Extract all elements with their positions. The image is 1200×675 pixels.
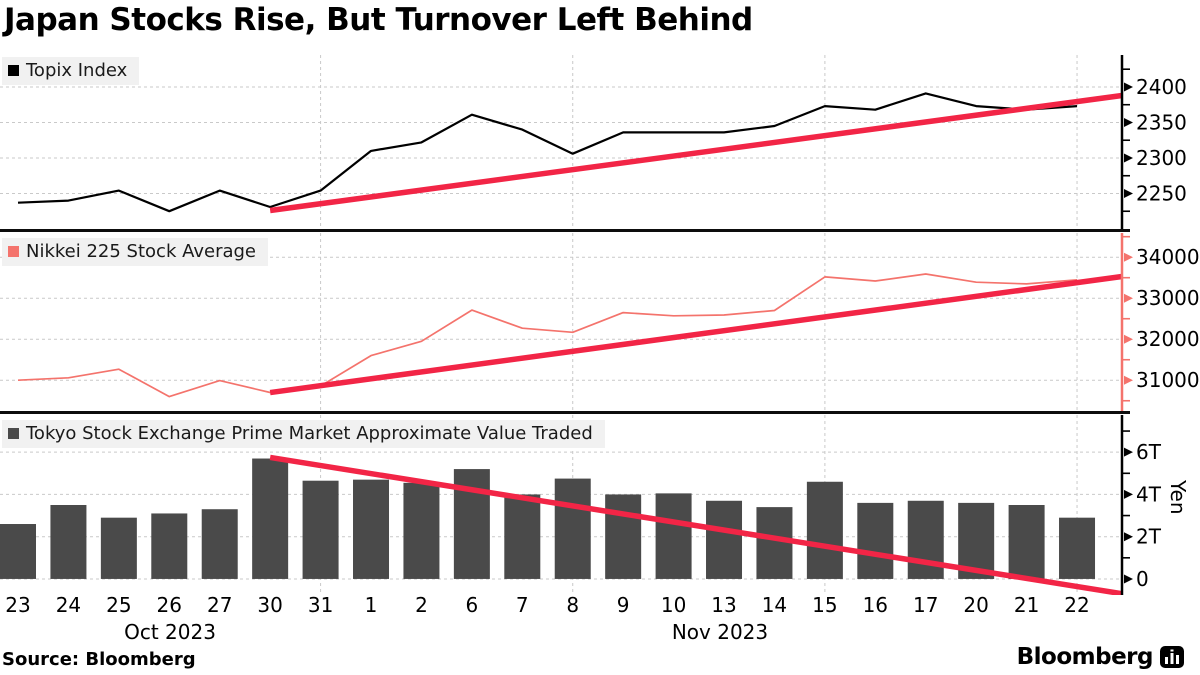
x-tick-label: 8: [566, 593, 580, 617]
turnover-bar: [655, 493, 692, 579]
y-axis-major-tick: [1124, 574, 1133, 584]
y-tick-label: 4T: [1136, 482, 1162, 506]
x-tick-label: 21: [1013, 593, 1040, 617]
y-tick-label: 2300: [1136, 146, 1187, 170]
y-tick-label: 2400: [1136, 75, 1187, 99]
chart-title: Japan Stocks Rise, But Turnover Left Beh…: [4, 2, 753, 38]
turnover-bar: [353, 479, 390, 579]
panel-2: 0 2T 4T 6T: [0, 415, 1162, 595]
y-axis-major-tick: [1124, 252, 1133, 262]
turnover-bar: [554, 478, 591, 579]
x-tick-label: 23: [5, 593, 31, 617]
y-axis-major-tick: [1124, 447, 1133, 457]
turnover-bar: [857, 502, 894, 579]
x-tick-label: 14: [761, 593, 788, 617]
legend-nikkei-label: Nikkei 225 Stock Average: [26, 241, 257, 262]
trend-line: [269, 273, 1123, 396]
turnover-bar: [806, 481, 843, 579]
x-tick-label: 16: [862, 593, 889, 617]
trend-line: [269, 92, 1123, 214]
turnover-bar: [201, 509, 238, 579]
x-tick-label: 15: [812, 593, 838, 617]
bloomberg-chart-icon: [1160, 646, 1184, 668]
y-axis-major-tick: [1124, 532, 1133, 542]
y-tick-label: 34000: [1136, 245, 1200, 269]
legend-topix-label: Topix Index: [26, 60, 128, 81]
x-tick-label: 9: [616, 593, 630, 617]
y-axis-major-tick: [1124, 153, 1133, 163]
topix-line: [17, 92, 1078, 213]
x-tick-label: 27: [206, 593, 233, 617]
y-axis-major-tick: [1124, 489, 1133, 499]
turnover-swatch-icon: [8, 428, 19, 439]
y-tick-label: 2350: [1136, 110, 1187, 134]
panel-divider: [0, 229, 1130, 232]
x-tick-label: 1: [364, 593, 378, 617]
turnover-bar: [605, 494, 642, 579]
x-month-label: Oct 2023: [124, 620, 216, 644]
x-tick-label: 24: [55, 593, 82, 617]
y-tick-label: 31000: [1136, 368, 1200, 392]
turnover-bar: [252, 458, 289, 579]
legend-turnover: Tokyo Stock Exchange Prime Market Approx…: [2, 420, 605, 448]
y-tick-label: 2T: [1136, 525, 1162, 549]
legend-nikkei: Nikkei 225 Stock Average: [2, 238, 269, 266]
panel-divider: [0, 411, 1130, 414]
x-tick-label: 10: [660, 593, 687, 617]
x-tick-label: 20: [963, 593, 989, 617]
y-tick-label: 33000: [1136, 286, 1200, 310]
y-axis-major-tick: [1124, 293, 1133, 303]
x-tick-label: 6: [465, 593, 479, 617]
turnover-bar: [756, 507, 793, 579]
panel-0: 2250 2300 2350 2400: [0, 55, 1187, 229]
turnover-bar: [1059, 517, 1096, 579]
y-axis-major-tick: [1124, 117, 1133, 127]
x-tick-label: 13: [711, 593, 737, 617]
y-axis-major-tick: [1124, 375, 1133, 385]
y-tick-label: 2250: [1136, 181, 1187, 205]
y-tick-label: 0: [1136, 567, 1149, 591]
x-tick-label: 30: [257, 593, 283, 617]
topix-swatch-icon: [8, 65, 19, 76]
turnover-bar: [504, 494, 541, 579]
turnover-bar: [1008, 505, 1045, 579]
turnover-bar: [151, 513, 188, 579]
turnover-bar: [0, 524, 36, 579]
panel-1: 31000 32000 33000 34000: [0, 233, 1200, 411]
x-tick-label: 2: [415, 593, 428, 617]
turnover-bar: [907, 500, 944, 579]
y-axis-major-tick: [1124, 82, 1133, 92]
turnover-bar: [50, 505, 87, 579]
turnover-bar: [403, 482, 440, 579]
x-tick-label: 22: [1064, 593, 1090, 617]
y-axis-major-tick: [1124, 188, 1133, 198]
y-axis-major-tick: [1124, 334, 1133, 344]
legend-turnover-label: Tokyo Stock Exchange Prime Market Approx…: [26, 423, 593, 444]
nikkei-swatch-icon: [8, 246, 19, 257]
x-tick-label: 17: [913, 593, 939, 617]
turnover-bar: [100, 517, 137, 579]
source-attribution: Source: Bloomberg: [2, 649, 196, 670]
turnover-bar: [302, 480, 339, 579]
y-axis-title-yen: Yen: [1166, 479, 1190, 515]
y-tick-label: 32000: [1136, 327, 1200, 351]
x-tick-label: 25: [106, 593, 132, 617]
bloomberg-logo: Bloomberg: [1017, 644, 1184, 670]
bloomberg-logo-text: Bloomberg: [1016, 644, 1154, 670]
x-tick-label: 31: [307, 593, 334, 617]
x-tick-label: 26: [156, 593, 182, 617]
legend-topix: Topix Index: [2, 57, 140, 85]
x-month-label: Nov 2023: [671, 620, 769, 644]
nikkei-line: [17, 273, 1078, 398]
y-tick-label: 6T: [1136, 440, 1162, 464]
trend-line: [269, 454, 1123, 595]
turnover-bar: [706, 500, 743, 579]
x-tick-label: 7: [515, 593, 529, 617]
